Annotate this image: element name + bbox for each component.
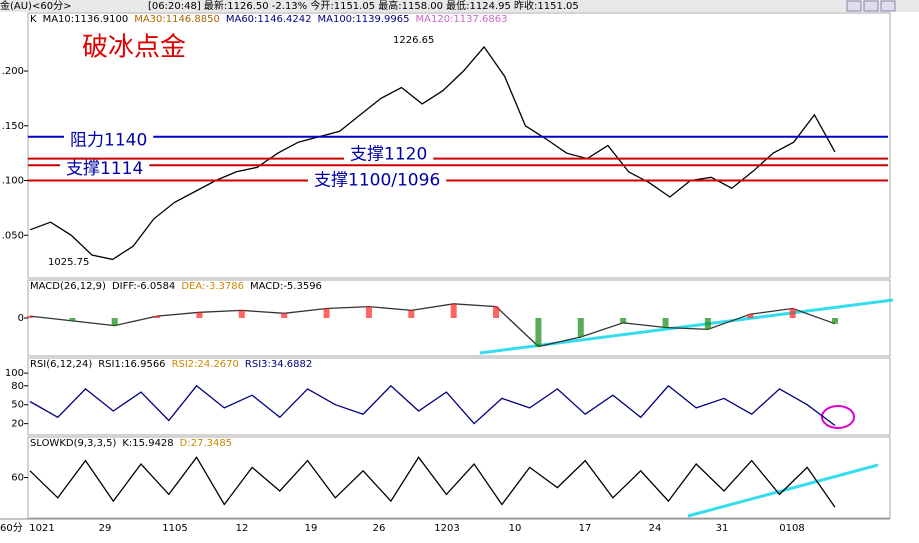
label-bg bbox=[344, 155, 434, 162]
x-tick-label: 31 bbox=[716, 523, 729, 534]
y-tick-label: 80 bbox=[11, 381, 24, 392]
legend-item: RSI(6,12,24) bbox=[30, 359, 92, 370]
rsi-panel bbox=[27, 357, 891, 436]
y-tick-label: .200 bbox=[2, 66, 24, 77]
legend-item: MA60:1146.4242 bbox=[226, 14, 312, 25]
macd-bar bbox=[747, 314, 754, 318]
legend-item: RSI3:34.6882 bbox=[245, 359, 312, 370]
legend-item: MA100:1139.9965 bbox=[317, 14, 409, 25]
low-label: 1025.75 bbox=[48, 257, 89, 268]
y-tick-label: 20 bbox=[11, 419, 24, 430]
chart-title: 破冰点金 bbox=[82, 33, 186, 63]
macd-bar bbox=[238, 310, 245, 318]
macd-bar bbox=[323, 308, 330, 318]
high-label: 1226.65 bbox=[393, 35, 434, 46]
level-label: 支撑1114 bbox=[66, 159, 143, 179]
x-tick-label: 1203 bbox=[434, 523, 459, 534]
macd-bar bbox=[704, 318, 711, 330]
series-line bbox=[29, 303, 836, 348]
macd-bar bbox=[154, 316, 161, 318]
y-tick-label: 60 bbox=[11, 473, 24, 484]
x-tick-label: 1021 bbox=[29, 523, 54, 534]
y-tick-label: .150 bbox=[2, 121, 24, 132]
label-bg bbox=[308, 177, 447, 184]
period-label: 60分 bbox=[0, 522, 23, 534]
macd-bar bbox=[577, 318, 584, 337]
security: 金(AU)<60分> bbox=[0, 0, 71, 12]
legend-item: DEA:-3.3786 bbox=[181, 281, 244, 292]
x-tick-label: 0108 bbox=[779, 523, 804, 534]
series-line bbox=[29, 384, 836, 427]
legend-item: K:15.9428 bbox=[122, 438, 173, 449]
macd-bar bbox=[69, 318, 76, 321]
macd-bar bbox=[27, 316, 33, 318]
macd-bar bbox=[789, 308, 796, 318]
macd-bar bbox=[493, 306, 500, 318]
x-tick-label: 19 bbox=[305, 523, 318, 534]
x-tick-label: 24 bbox=[649, 523, 662, 534]
legend-item: K bbox=[30, 14, 37, 25]
macd-bar bbox=[281, 313, 288, 318]
nav-button[interactable] bbox=[880, 0, 896, 12]
series-line bbox=[29, 456, 836, 508]
y-tick-label: 100 bbox=[5, 368, 24, 379]
y-tick-label: .050 bbox=[2, 230, 24, 241]
macd-bar bbox=[662, 318, 669, 328]
nav-button[interactable] bbox=[863, 0, 879, 12]
level-label: 支撑1100/1096 bbox=[314, 171, 440, 191]
quote: [06:20:48] 最新:1126.50 -2.13% 今开:1151.05 … bbox=[148, 0, 579, 12]
macd-bar bbox=[450, 303, 457, 318]
legend-item: RSI2:24.2670 bbox=[172, 359, 239, 370]
level-label: 阻力1140 bbox=[70, 131, 147, 151]
price-panel bbox=[27, 12, 891, 279]
label-bg bbox=[60, 162, 150, 169]
x-tick-label: 29 bbox=[99, 523, 112, 534]
legend-item: MACD(26,12,9) bbox=[30, 281, 106, 292]
legend-item: MA120:1137.6863 bbox=[416, 14, 508, 25]
highlight-circle bbox=[821, 405, 855, 429]
y-tick-label: 50 bbox=[11, 400, 24, 411]
header-bar bbox=[0, 0, 919, 12]
legend-item: MA30:1146.8850 bbox=[134, 14, 220, 25]
macd-bar bbox=[408, 310, 415, 318]
legend-item: DIFF:-6.0584 bbox=[112, 281, 175, 292]
macd-bar bbox=[832, 318, 838, 324]
legend-item: RSI1:16.9566 bbox=[98, 359, 165, 370]
x-tick-label: 17 bbox=[579, 523, 592, 534]
y-tick-label: .100 bbox=[2, 176, 24, 187]
legend-item: D:27.3485 bbox=[180, 438, 232, 449]
label-bg bbox=[64, 133, 154, 140]
legend-item: MA10:1136.9100 bbox=[43, 14, 129, 25]
series-line bbox=[29, 45, 836, 261]
legend-item: MACD:-5.3596 bbox=[250, 281, 322, 292]
legend-item: SLOWKD(9,3,3,5) bbox=[30, 438, 116, 449]
x-tick-label: 1105 bbox=[162, 523, 187, 534]
macd-bar bbox=[196, 312, 203, 318]
x-tick-label: 26 bbox=[373, 523, 386, 534]
macd-bar bbox=[535, 318, 542, 347]
macd-bar bbox=[111, 318, 118, 326]
level-label: 支撑1120 bbox=[350, 145, 427, 165]
x-tick-label: 10 bbox=[509, 523, 522, 534]
y-tick-label: 0 bbox=[18, 313, 24, 324]
macd-bar bbox=[620, 318, 627, 323]
x-tick-label: 12 bbox=[236, 523, 249, 534]
macd-bar bbox=[365, 306, 372, 318]
nav-button[interactable] bbox=[846, 0, 862, 12]
